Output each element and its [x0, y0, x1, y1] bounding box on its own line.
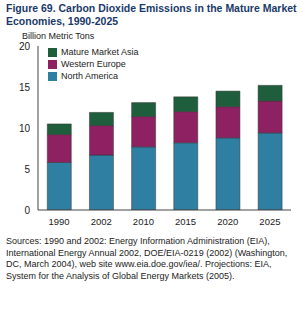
svg-text:15: 15	[19, 82, 31, 93]
svg-text:20: 20	[19, 41, 31, 52]
svg-text:10: 10	[19, 123, 31, 134]
html-text:Sources: 1990 and 2002: Energy: Sources: 1990 and 2002: Energy Informati…	[6, 236, 288, 281]
svg-text:2020: 2020	[217, 216, 238, 227]
html-text:Western Europe: Western Europe	[61, 59, 126, 69]
svg-text:5: 5	[24, 164, 30, 175]
svg-text:2015: 2015	[175, 216, 196, 227]
svg-text:1990: 1990	[49, 216, 70, 227]
svg-text:2025: 2025	[259, 216, 280, 227]
html-text:Billion Metric Tons: Billion Metric Tons	[22, 31, 95, 41]
html-text:North America: North America	[61, 71, 118, 81]
svg-text:2002: 2002	[91, 216, 112, 227]
html-text:Mature Market Asia: Mature Market Asia	[61, 47, 139, 57]
html-text:Figure 69. Carbon Dioxide Emis: Figure 69. Carbon Dioxide Emissions in t…	[6, 2, 297, 27]
svg-text:2010: 2010	[133, 216, 154, 227]
svg-text:0: 0	[24, 205, 30, 216]
